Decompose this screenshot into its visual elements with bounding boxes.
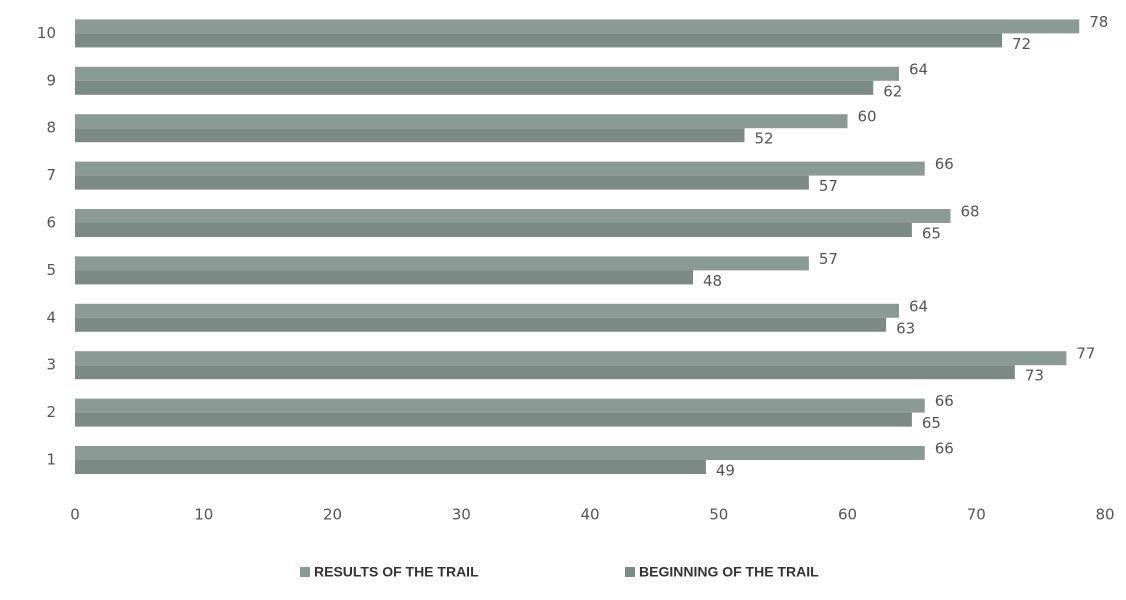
- x-tick-label: 0: [70, 506, 80, 524]
- y-tick-label: 5: [46, 261, 56, 279]
- x-tick-label: 40: [580, 506, 599, 524]
- y-tick-label: 3: [46, 356, 56, 374]
- bar: [75, 446, 925, 460]
- x-tick-label: 10: [194, 506, 213, 524]
- bar: [75, 128, 745, 143]
- y-tick-label: 1: [46, 451, 56, 469]
- bar: [75, 365, 1015, 380]
- bar: [75, 270, 693, 285]
- data-label: 64: [909, 60, 928, 78]
- y-tick-label: 2: [46, 403, 56, 421]
- data-label: 62: [883, 82, 902, 100]
- data-label: 60: [858, 108, 877, 126]
- bar: [75, 114, 848, 129]
- bar: [75, 33, 1002, 48]
- legend-label: BEGINNING OF THE TRAIL: [639, 564, 819, 580]
- legend-label: RESULTS OF THE TRAIL: [314, 564, 479, 580]
- data-label: 66: [935, 155, 954, 173]
- bar: [75, 317, 887, 332]
- data-label: 66: [935, 392, 954, 410]
- x-tick-label: 30: [452, 506, 471, 524]
- y-tick-label: 7: [46, 166, 56, 184]
- data-label: 49: [716, 462, 735, 480]
- bar: [75, 80, 874, 95]
- y-tick-label: 9: [46, 71, 56, 89]
- x-tick-label: 80: [1095, 506, 1114, 524]
- bar: [75, 223, 912, 237]
- y-tick-label: 4: [46, 308, 56, 326]
- bar: [75, 460, 706, 474]
- data-label: 57: [819, 250, 838, 268]
- x-tick-label: 20: [323, 506, 342, 524]
- bar: [75, 303, 899, 318]
- data-label: 48: [703, 272, 722, 290]
- bar: [75, 161, 925, 176]
- x-tick-label: 70: [967, 506, 986, 524]
- y-tick-label: 6: [46, 214, 56, 232]
- bar: [75, 256, 809, 271]
- bar: [75, 209, 951, 223]
- legend-swatch: [300, 567, 310, 577]
- x-tick-label: 60: [838, 506, 857, 524]
- data-label: 63: [896, 319, 915, 337]
- x-tick-label: 50: [709, 506, 728, 524]
- data-label: 78: [1089, 13, 1108, 31]
- bar: [75, 351, 1067, 366]
- data-label: 57: [819, 177, 838, 195]
- bar: [75, 175, 809, 190]
- y-tick-label: 10: [37, 24, 56, 42]
- data-label: 52: [755, 130, 774, 148]
- data-label: 65: [922, 414, 941, 432]
- bar: [75, 412, 912, 427]
- data-label: 77: [1076, 345, 1095, 363]
- data-label: 66: [935, 440, 954, 458]
- legend-swatch: [625, 567, 635, 577]
- bar: [75, 66, 899, 81]
- data-label: 73: [1025, 367, 1044, 385]
- y-tick-label: 8: [46, 119, 56, 137]
- data-label: 65: [922, 225, 941, 243]
- bar: [75, 398, 925, 413]
- data-label: 64: [909, 297, 928, 315]
- data-label: 68: [961, 203, 980, 221]
- bar: [75, 19, 1080, 34]
- data-label: 72: [1012, 35, 1031, 53]
